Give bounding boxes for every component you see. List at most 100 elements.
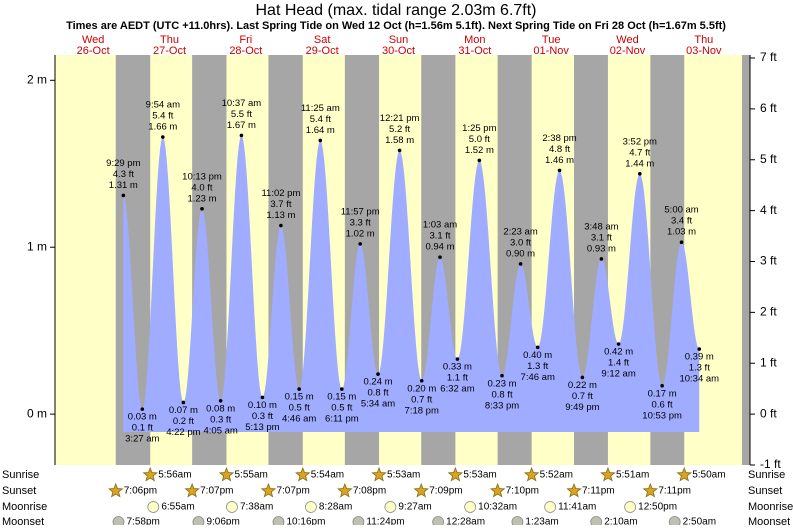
event-time: 5:56am	[158, 470, 191, 481]
tide-time: 4:22 pm	[166, 427, 200, 438]
sun-icon	[447, 466, 464, 482]
sun-icon	[184, 482, 200, 498]
tide-height-m: 0.20 m	[407, 383, 436, 394]
row-label: Sunset	[2, 485, 36, 497]
tide-point	[181, 400, 186, 405]
tide-time: 10:34 am	[679, 374, 719, 385]
tide-height-ft: 0.3 ft	[252, 411, 273, 422]
tide-time: 3:27 am	[125, 434, 159, 445]
tide-height-m: 0.17 m	[648, 388, 677, 399]
event-time: 7:07pm	[200, 486, 233, 497]
tide-point	[438, 255, 442, 260]
tide-height-m: 1.31 m	[109, 180, 138, 191]
event-time: 5:53am	[387, 470, 420, 481]
tide-time: 10:37 am	[222, 98, 262, 109]
tide-point	[318, 138, 323, 143]
sun-icon	[642, 482, 659, 498]
tide-point	[679, 240, 684, 245]
tide-point	[376, 372, 380, 376]
tide-time: 5:34 am	[361, 399, 395, 410]
sun-icon	[371, 466, 387, 482]
tide-height-m: 0.94 m	[425, 242, 454, 253]
tide-time: 3:52 pm	[623, 136, 657, 147]
sun-icon	[523, 466, 540, 482]
moon-icon	[668, 516, 681, 528]
event-time: 1:23am	[525, 517, 558, 525]
tide-time: 7:46 am	[521, 372, 555, 383]
tide-height-ft: 1.3 ft	[527, 361, 548, 372]
weekday-label: Fri	[239, 34, 252, 46]
tide-point	[161, 135, 165, 139]
tide-point	[279, 223, 283, 228]
tide-height-ft: 5.4 ft	[152, 111, 173, 122]
tide-point	[121, 193, 126, 198]
row-label: Sunset	[748, 485, 782, 497]
tide-height-m: 0.90 m	[506, 248, 535, 259]
tide-point	[297, 387, 301, 391]
moon-icon	[624, 501, 637, 513]
tide-height-m: 0.10 m	[248, 400, 277, 411]
tide-height-ft: 0.7 ft	[411, 394, 432, 405]
event-time: 2:50am	[683, 517, 716, 525]
y2-tick-label: 3 ft	[760, 254, 777, 268]
tide-height-m: 0.08 m	[206, 403, 235, 414]
tide-time: 5:00 am	[664, 205, 698, 216]
weekday-label: Wed	[616, 34, 638, 46]
tide-height-ft: 3.3 ft	[350, 217, 371, 228]
sun-icon	[489, 482, 506, 498]
tide-time: 10:13 pm	[182, 171, 222, 182]
tide-point	[557, 168, 562, 173]
tide-height-ft: 4.7 ft	[629, 147, 650, 158]
tide-height-ft: 3.1 ft	[429, 231, 450, 242]
event-time: 7:11pm	[582, 486, 615, 497]
sun-icon	[566, 482, 582, 498]
tide-height-ft: 5.2 ft	[389, 124, 410, 135]
date-label: 28-Oct	[229, 45, 262, 57]
moon-icon	[147, 501, 160, 513]
tide-height-m: 0.15 m	[285, 392, 314, 403]
event-time: 8:28am	[319, 502, 352, 513]
y-tick-label: 1 m	[27, 239, 47, 253]
tide-height-m: 1.02 m	[346, 228, 375, 239]
tide-height-ft: 5.5 ft	[231, 109, 252, 120]
event-time: 5:52am	[540, 470, 573, 481]
weekday-label: Thu	[160, 34, 179, 46]
tide-time: 6:32 am	[440, 384, 474, 395]
tide-point	[200, 207, 204, 211]
y-tick-label: 2 m	[27, 72, 47, 86]
moon-icon	[511, 516, 524, 528]
tide-height-m: 1.44 m	[625, 158, 654, 169]
event-time: 7:07pm	[276, 486, 309, 497]
tide-time: 4:05 am	[203, 425, 237, 436]
chart-title: Hat Head (max. tidal range 2.03m 6.7ft)	[255, 2, 536, 19]
tide-height-ft: 0.8 ft	[367, 388, 388, 399]
event-time: 2:10am	[604, 517, 637, 525]
sun-icon	[108, 482, 124, 498]
tide-time: 3:48 am	[584, 221, 618, 232]
tide-height-m: 1.23 m	[187, 193, 216, 204]
tide-point	[140, 407, 145, 411]
tide-height-ft: 3.4 ft	[671, 216, 692, 227]
moon-icon	[544, 501, 557, 513]
tide-time: 2:23 am	[503, 226, 537, 237]
tide-height-m: 1.03 m	[667, 227, 696, 238]
tide-time: 9:54 am	[146, 100, 180, 111]
date-label: 29-Oct	[306, 45, 339, 57]
tide-height-ft: 4.3 ft	[113, 169, 134, 180]
tide-point	[218, 398, 223, 403]
tide-time: 7:18 pm	[405, 405, 439, 416]
tide-height-m: 0.07 m	[169, 405, 198, 416]
weekday-label: Wed	[82, 34, 104, 46]
row-label: Moonset	[748, 516, 790, 525]
tide-height-ft: 0.7 ft	[572, 391, 593, 402]
y2-tick-label: 2 ft	[760, 305, 777, 319]
moon-icon	[112, 516, 125, 528]
tide-time: 1:25 pm	[462, 123, 496, 134]
tide-height-ft: 1.1 ft	[447, 373, 468, 384]
tide-time: 5:13 pm	[245, 422, 279, 433]
tide-height-m: 0.03 m	[128, 412, 157, 423]
event-time: 9:06pm	[206, 517, 239, 525]
y2-tick-label: 4 ft	[760, 203, 777, 217]
tide-time: 11:57 pm	[341, 206, 380, 217]
